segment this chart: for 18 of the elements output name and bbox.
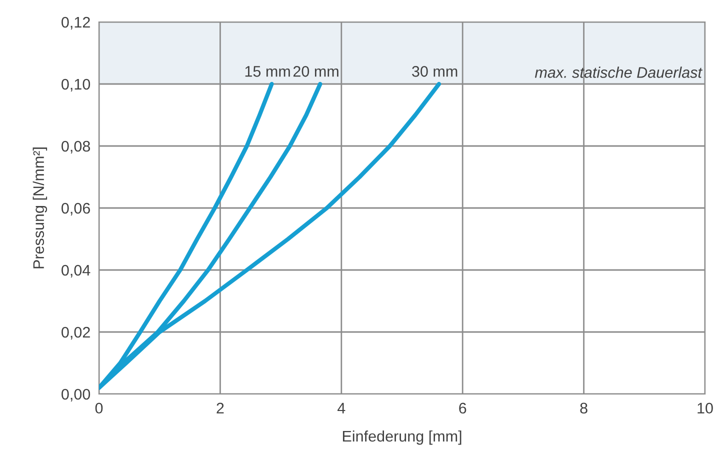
y-tick-label: 0,08 [62,140,90,154]
series-label: 30 mm [412,66,458,77]
y-tick-label: 0,00 [62,388,90,402]
y-tick-label: 0,10 [62,78,90,92]
x-tick-label: 8 [580,402,588,414]
y-tick-label: 0,12 [62,16,90,30]
y-tick-label: 0,06 [62,202,90,216]
x-axis-title: Einfederung [mm] [342,430,462,445]
x-tick-label: 2 [216,402,224,414]
y-axis-title: Pressung [N/mm²] [32,148,48,268]
x-tick-label: 4 [338,402,346,414]
x-tick-label: 0 [95,402,103,414]
y-tick-label: 0,02 [62,326,90,340]
y-tick-label: 0,04 [62,264,90,278]
x-tick-label: 6 [459,402,466,414]
series-label: 20 mm [293,66,338,77]
series-label: 15 mm [245,66,290,77]
x-tick-label: 10 [698,402,713,414]
